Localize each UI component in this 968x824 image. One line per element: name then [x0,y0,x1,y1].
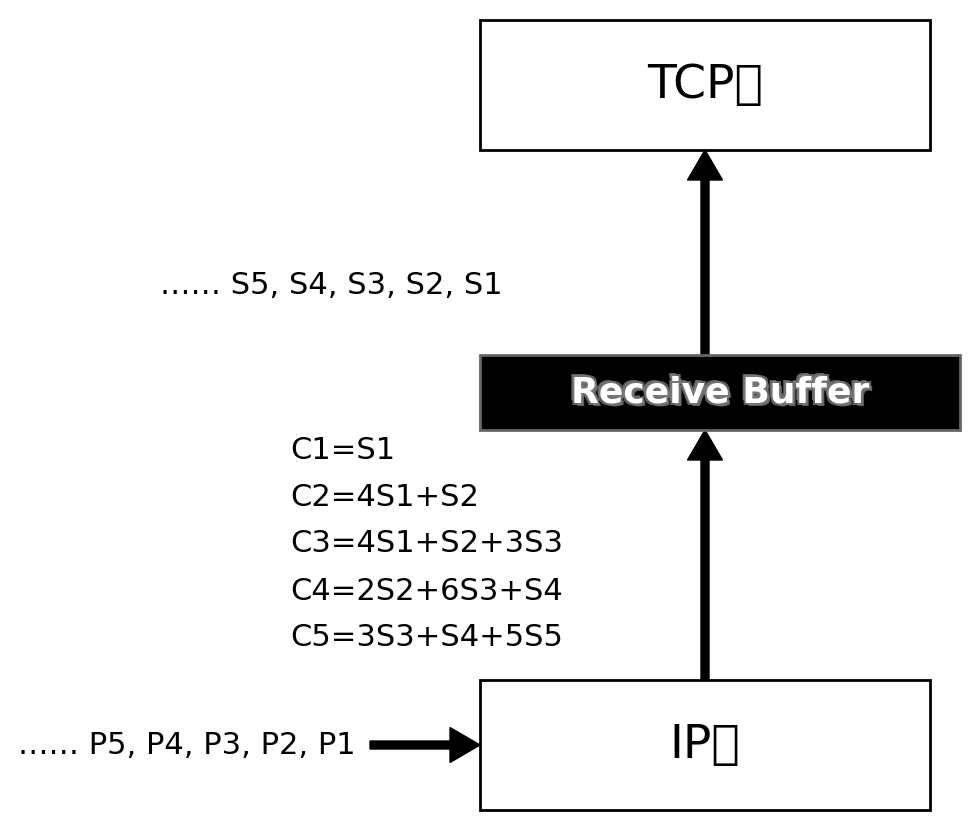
Text: Receive Buffer: Receive Buffer [571,376,869,410]
Text: …… P5, P4, P3, P2, P1: …… P5, P4, P3, P2, P1 [18,731,355,760]
FancyArrow shape [687,150,722,355]
Text: C5=3S3+S4+5S5: C5=3S3+S4+5S5 [290,624,562,653]
Text: C1=S1: C1=S1 [290,436,395,465]
Text: Receive Buffer: Receive Buffer [568,372,866,406]
Text: Receive Buffer: Receive Buffer [573,373,871,408]
Bar [480,355,960,430]
FancyArrow shape [687,430,722,680]
Text: C2=4S1+S2: C2=4S1+S2 [290,483,479,512]
Text: Receive Buffer: Receive Buffer [574,378,872,413]
Text: Receive Buffer: Receive Buffer [573,377,871,411]
Text: Receive Buffer: Receive Buffer [569,377,867,411]
Text: Receive Buffer: Receive Buffer [569,373,867,408]
Text: TCP层: TCP层 [647,63,763,107]
Text: …… S5, S4, S3, S2, S1: …… S5, S4, S3, S2, S1 [160,270,502,299]
FancyArrow shape [370,728,480,762]
Text: C3=4S1+S2+3S3: C3=4S1+S2+3S3 [290,530,563,559]
Bar [480,20,930,150]
Text: IP层: IP层 [670,723,741,767]
Bar [480,680,930,810]
Text: C4=2S2+6S3+S4: C4=2S2+6S3+S4 [290,577,562,606]
